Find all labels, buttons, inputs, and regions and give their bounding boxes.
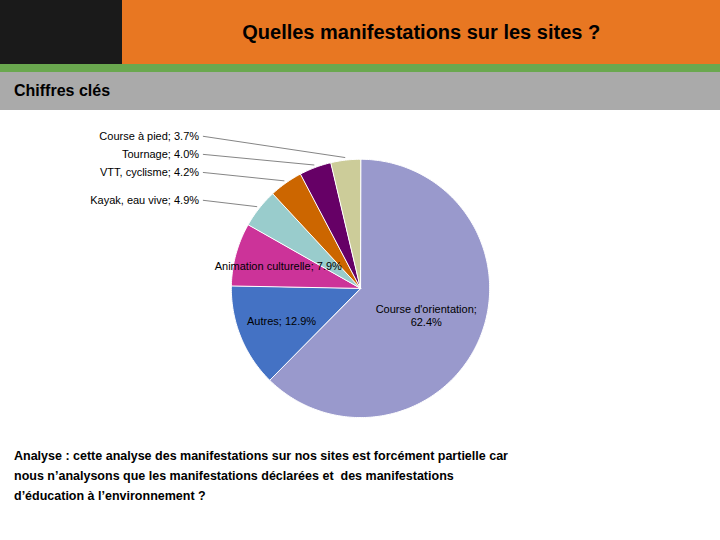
svg-text:Course à pied; 3.7%: Course à pied; 3.7% [99,130,199,142]
html-text:Quelles manifestations sur les: Quelles manifestations sur les sites ? [242,20,601,43]
svg-text:VTT, cyclisme; 4.2%: VTT, cyclisme; 4.2% [100,166,199,178]
html-text:Chiffres clés: Chiffres clés [14,82,110,99]
svg-text:Course d'orientation;62.4%: Course d'orientation;62.4% [376,303,477,328]
svg-text:Autres; 12.9%: Autres; 12.9% [247,315,316,327]
svg-text:Tournage; 4.0%: Tournage; 4.0% [122,148,199,160]
svg-text:Animation culturelle; 7.9%: Animation culturelle; 7.9% [215,260,342,272]
svg-text:Kayak, eau vive; 4.9%: Kayak, eau vive; 4.9% [90,194,199,206]
html-text:Analyse : cette analyse des ma: Analyse : cette analyse des manifestatio… [14,449,508,503]
